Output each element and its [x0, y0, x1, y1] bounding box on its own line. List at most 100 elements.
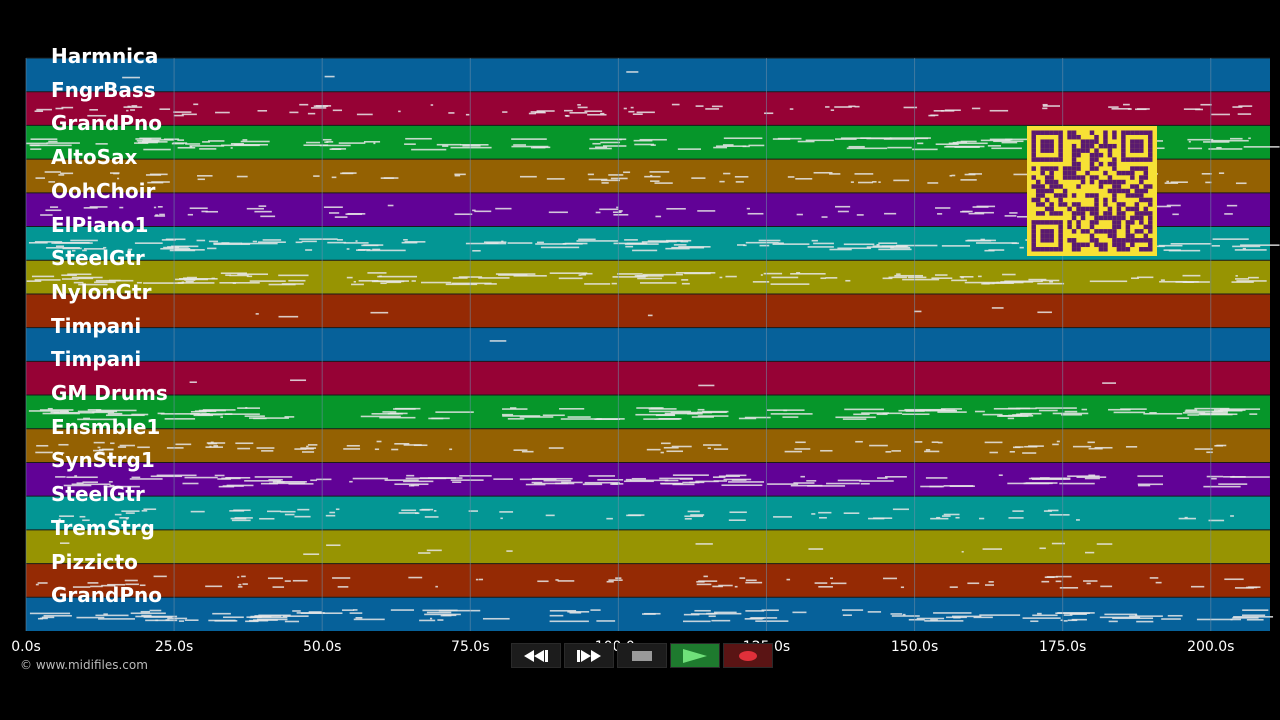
note	[891, 615, 920, 617]
note	[387, 204, 394, 207]
note	[1052, 412, 1089, 415]
note	[185, 143, 201, 145]
note	[982, 548, 1003, 550]
note	[442, 145, 449, 147]
note	[608, 579, 623, 581]
note	[278, 315, 299, 318]
fast-forward-button[interactable]	[564, 643, 614, 668]
note	[866, 246, 894, 248]
note	[71, 483, 111, 486]
record-button[interactable]	[723, 643, 773, 668]
note	[238, 583, 242, 586]
note	[1007, 417, 1015, 420]
note	[117, 177, 120, 180]
note	[143, 148, 171, 151]
note	[721, 484, 763, 487]
note	[189, 207, 208, 210]
note	[890, 613, 903, 615]
note	[940, 408, 963, 410]
note	[436, 143, 462, 146]
note	[1230, 515, 1234, 517]
note	[94, 281, 116, 284]
note	[1041, 580, 1050, 583]
note	[267, 577, 283, 580]
note	[130, 109, 136, 111]
note	[941, 245, 971, 247]
note	[326, 544, 341, 547]
note	[859, 480, 894, 482]
note	[1212, 238, 1249, 240]
time-tick-label: 75.0s	[451, 639, 490, 655]
note	[360, 415, 401, 418]
note	[71, 276, 103, 279]
note	[474, 210, 492, 213]
note	[136, 140, 160, 142]
note	[1143, 412, 1183, 415]
note	[1005, 138, 1013, 141]
note	[58, 518, 61, 521]
note	[460, 143, 489, 146]
rewind-button[interactable]	[511, 643, 561, 668]
note	[143, 282, 184, 284]
note	[435, 585, 438, 588]
note	[249, 616, 288, 619]
time-gridlines	[25, 58, 1212, 631]
note	[723, 172, 731, 175]
note	[201, 410, 212, 412]
stop-button[interactable]	[617, 643, 667, 668]
note	[979, 614, 1021, 616]
note	[103, 613, 108, 615]
note	[889, 137, 931, 139]
note	[249, 417, 289, 419]
note	[224, 413, 260, 415]
note	[328, 212, 340, 214]
note	[878, 181, 881, 183]
note	[335, 508, 340, 511]
note	[468, 510, 478, 512]
note	[904, 408, 946, 411]
note	[1216, 146, 1222, 149]
note	[380, 282, 387, 285]
note	[450, 146, 492, 149]
track-label: SteelGtr	[51, 246, 145, 271]
note	[374, 448, 380, 451]
track-label: Harmnica	[51, 44, 159, 68]
note	[1061, 413, 1082, 416]
note	[637, 277, 663, 280]
note	[600, 112, 605, 115]
note	[684, 518, 692, 520]
note	[745, 581, 763, 584]
play-button[interactable]	[670, 643, 720, 668]
note	[114, 513, 122, 516]
note	[842, 614, 852, 616]
note	[854, 173, 874, 175]
transport-controls	[511, 643, 776, 668]
note	[442, 614, 457, 617]
note	[185, 280, 194, 283]
note	[924, 620, 964, 622]
note	[758, 239, 781, 242]
note	[708, 615, 716, 618]
note	[501, 413, 514, 416]
note	[962, 210, 973, 213]
note	[74, 475, 78, 477]
note	[334, 216, 348, 218]
note	[269, 482, 306, 485]
note	[1161, 618, 1181, 620]
note	[936, 516, 941, 519]
note	[338, 142, 366, 144]
track-label: Pizzicto	[51, 549, 138, 574]
note	[173, 249, 205, 251]
note	[531, 477, 573, 480]
note	[584, 283, 611, 285]
note	[655, 215, 662, 218]
note	[525, 483, 546, 486]
note	[790, 484, 823, 487]
note	[1230, 476, 1270, 478]
note	[502, 415, 541, 417]
note	[297, 508, 310, 511]
track-band	[26, 327, 1270, 362]
note	[336, 239, 343, 241]
note	[535, 243, 567, 245]
note	[584, 481, 620, 484]
